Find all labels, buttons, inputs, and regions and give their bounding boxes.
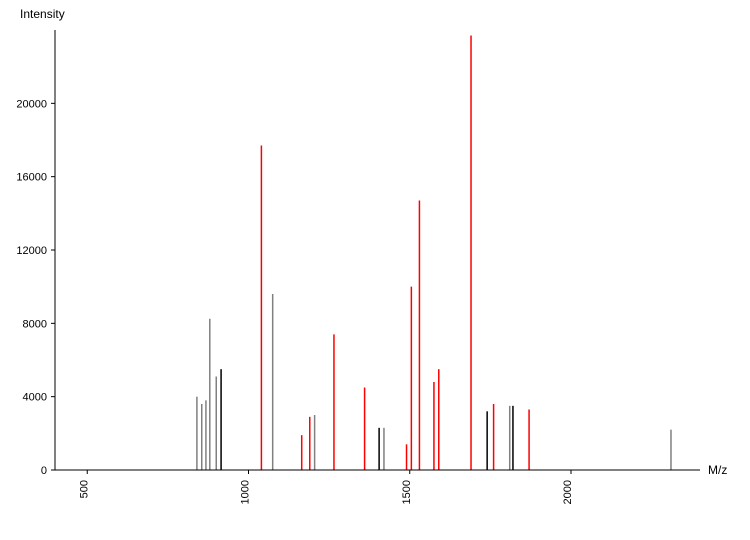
mass-spectrum-chart: 0 4000 8000 12000 16000 20000 500 1000 1500 2000 I… [0, 0, 750, 540]
y-tick-label: 12000 [16, 245, 47, 257]
y-axis-title: Intensity [20, 7, 65, 21]
plot-svg: 0 4000 8000 12000 16000 20000 500 1000 1500 2000 I… [0, 0, 750, 540]
x-tick-label: 1000 [240, 480, 252, 504]
y-tick-label: 8000 [23, 318, 47, 330]
x-tick-label: 1500 [401, 480, 413, 504]
y-tick-label: 4000 [23, 392, 47, 404]
x-tick-label: 500 [78, 480, 90, 498]
y-tick-label: 0 [41, 465, 47, 477]
x-axis-title: M/z [708, 463, 727, 477]
x-tick-label: 2000 [562, 480, 574, 504]
y-tick-label: 16000 [16, 172, 47, 184]
y-tick-label: 20000 [16, 98, 47, 110]
